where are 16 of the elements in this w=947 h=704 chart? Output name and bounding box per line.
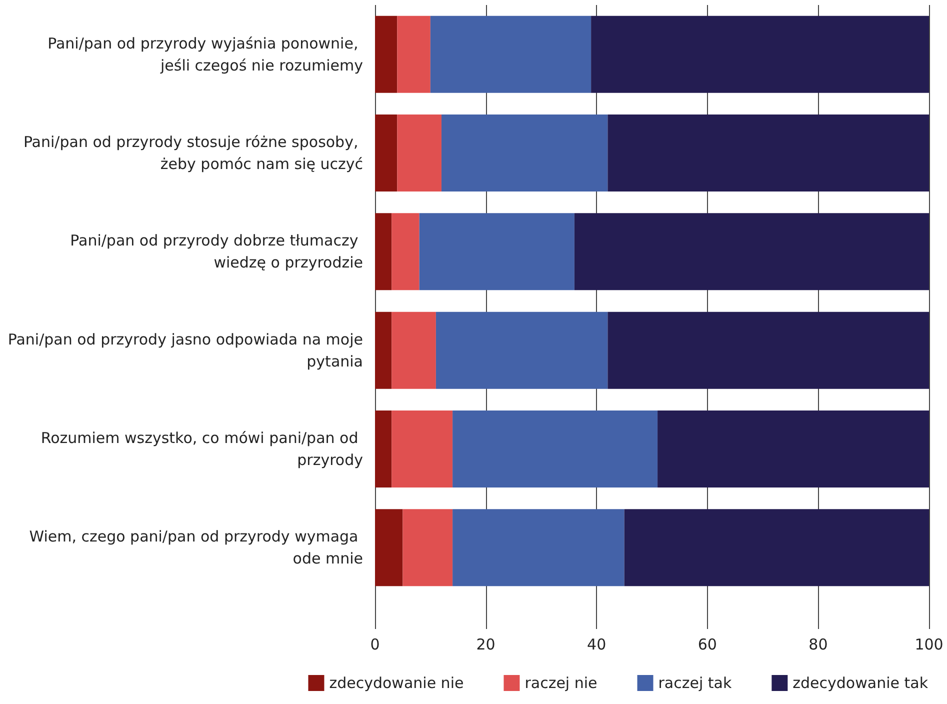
legend-label: raczej tak: [658, 674, 732, 692]
x-tick-label: 40: [587, 636, 606, 654]
y-tick-label: Pani/pan od przyrody wyjaśnia ponownie, jeśli czegoś nie rozumiemy: [48, 34, 364, 74]
y-tick-label: Wiem, czego pani/pan od przyrody wymaga ode mnie: [29, 528, 363, 568]
y-tick-label: Pani/pan od przyrody dobrze tłumaczy wiedzę o przyrodzie: [70, 232, 363, 272]
x-tick-label: 20: [476, 636, 496, 654]
legend-label: zdecydowanie tak: [792, 674, 928, 692]
y-tick-label: Pani/pan od przyrody jasno odpowiada na moje pytania: [8, 330, 363, 370]
x-tick-label: 60: [698, 636, 717, 654]
legend-label: zdecydowanie nie: [329, 674, 464, 692]
x-tick-label: 80: [808, 636, 828, 654]
y-tick-label: Rozumiem wszystko, co mówi pani/pan od przyrody: [40, 429, 364, 469]
y-tick-label: Pani/pan od przyrody stosuje różne sposoby, żeby pomóc nam się uczyć: [23, 133, 363, 173]
legend-label: raczej nie: [524, 674, 598, 692]
x-tick-label: 100: [914, 636, 944, 654]
x-tick-label: 0: [370, 636, 380, 654]
